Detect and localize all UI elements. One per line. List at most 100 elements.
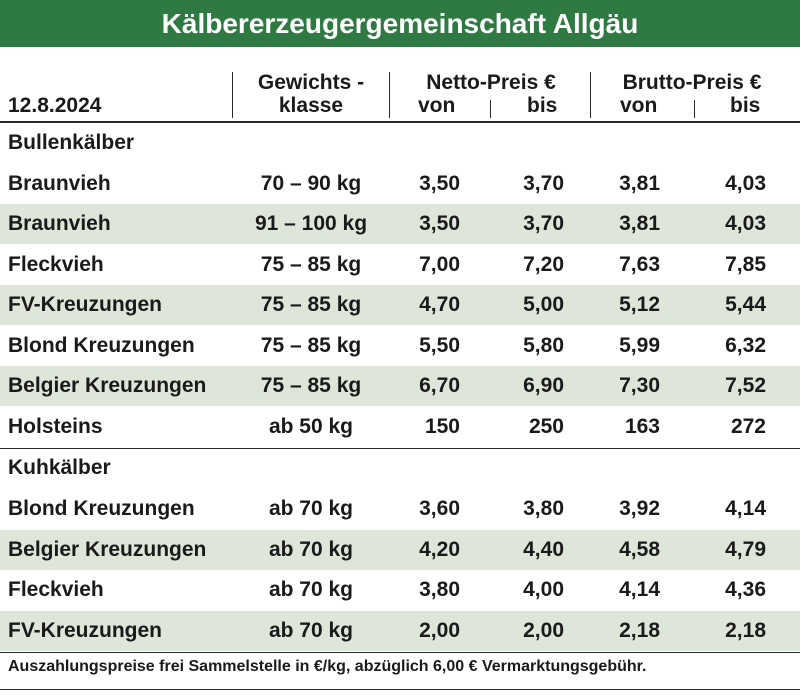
row-netto-bis: 250 <box>528 415 564 438</box>
row-netto-bis: 7,20 <box>523 253 564 276</box>
header-brutto-title: Brutto-Preis € <box>622 71 762 94</box>
row-weight: 75 – 85 kg <box>260 293 362 316</box>
row-name: Belgier Kreuzungen <box>8 374 207 397</box>
row-brutto-von: 7,30 <box>619 374 660 397</box>
row-brutto-bis: 4,14 <box>725 497 766 520</box>
row-netto-bis: 4,00 <box>523 578 564 601</box>
table-row: Holsteins ab 50 kg 150 250 163 272 <box>0 407 800 447</box>
table-row: Fleckvieh ab 70 kg 3,80 4,00 4,14 4,36 <box>0 570 800 610</box>
row-weight: ab 70 kg <box>268 497 354 520</box>
row-netto-von: 6,70 <box>419 374 460 397</box>
row-netto-bis: 2,00 <box>523 619 564 642</box>
row-netto-von: 7,00 <box>419 253 460 276</box>
row-name: FV-Kreuzungen <box>8 619 163 642</box>
row-brutto-von: 5,99 <box>619 334 660 357</box>
table-row: Belgier Kreuzungen ab 70 kg 4,20 4,40 4,… <box>0 530 800 570</box>
table-row: Fleckvieh 75 – 85 kg 7,00 7,20 7,63 7,85 <box>0 245 800 285</box>
row-name: Fleckvieh <box>8 253 104 276</box>
row-name: Belgier Kreuzungen <box>8 538 207 561</box>
row-netto-von: 5,50 <box>419 334 460 357</box>
row-weight: 91 – 100 kg <box>254 212 368 235</box>
table-row: Braunvieh 91 – 100 kg 3,50 3,70 3,81 4,0… <box>0 204 800 244</box>
row-brutto-bis: 4,79 <box>725 538 766 561</box>
row-weight: 75 – 85 kg <box>260 374 362 397</box>
header-divider-1 <box>232 72 233 118</box>
row-name: Fleckvieh <box>8 578 104 601</box>
table-title: Kälbererzeugergemeinschaft Allgäu <box>0 0 800 47</box>
row-netto-von: 3,60 <box>419 497 460 520</box>
header-date: 12.8.2024 <box>8 94 102 117</box>
table-row: Belgier Kreuzungen 75 – 85 kg 6,70 6,90 … <box>0 366 800 406</box>
header-weight-line1: Gewichts - <box>257 71 365 94</box>
row-brutto-von: 3,81 <box>619 212 660 235</box>
row-netto-von: 3,50 <box>419 172 460 195</box>
header-netto-von: von <box>418 94 456 117</box>
row-weight: ab 70 kg <box>268 578 354 601</box>
row-netto-bis: 5,00 <box>523 293 564 316</box>
row-name: Braunvieh <box>8 172 111 195</box>
row-brutto-von: 7,63 <box>619 253 660 276</box>
header-netto-title: Netto-Preis € <box>426 71 556 94</box>
row-netto-bis: 4,40 <box>523 538 564 561</box>
row-weight: 75 – 85 kg <box>260 253 362 276</box>
section-title-kuhkaelber: Kuhkälber <box>8 456 111 479</box>
row-brutto-bis: 7,52 <box>725 374 766 397</box>
row-brutto-von: 163 <box>624 415 660 438</box>
row-netto-bis: 3,70 <box>523 172 564 195</box>
row-netto-bis: 3,70 <box>523 212 564 235</box>
row-netto-von: 2,00 <box>419 619 460 642</box>
row-name: FV-Kreuzungen <box>8 293 163 316</box>
footer-rule <box>0 652 800 653</box>
table-row: Blond Kreuzungen ab 70 kg 3,60 3,80 3,92… <box>0 489 800 529</box>
row-name: Braunvieh <box>8 212 111 235</box>
table-row: Braunvieh 70 – 90 kg 3,50 3,70 3,81 4,03 <box>0 164 800 204</box>
row-brutto-bis: 2,18 <box>725 619 766 642</box>
header-weight-line2: klasse <box>278 94 344 117</box>
row-netto-bis: 5,80 <box>523 334 564 357</box>
row-netto-von: 4,70 <box>419 293 460 316</box>
row-brutto-von: 4,14 <box>619 578 660 601</box>
bottom-rule <box>0 689 800 690</box>
row-weight: 70 – 90 kg <box>260 172 362 195</box>
row-weight: ab 70 kg <box>268 538 354 561</box>
header-divider-2 <box>389 72 390 118</box>
row-brutto-bis: 7,85 <box>725 253 766 276</box>
header-divider-3 <box>490 100 491 118</box>
row-brutto-von: 3,92 <box>619 497 660 520</box>
row-name: Holsteins <box>8 415 103 438</box>
row-name: Blond Kreuzungen <box>8 497 195 520</box>
row-brutto-von: 2,18 <box>619 619 660 642</box>
section-divider <box>0 448 800 449</box>
header-divider-4 <box>590 72 591 118</box>
row-weight: 75 – 85 kg <box>260 334 362 357</box>
row-netto-von: 3,50 <box>419 212 460 235</box>
row-weight: ab 50 kg <box>268 415 354 438</box>
row-weight: ab 70 kg <box>268 619 354 642</box>
row-brutto-bis: 4,36 <box>725 578 766 601</box>
table-row: Blond Kreuzungen 75 – 85 kg 5,50 5,80 5,… <box>0 326 800 366</box>
row-brutto-bis: 4,03 <box>725 212 766 235</box>
row-brutto-bis: 4,03 <box>725 172 766 195</box>
section-title-bullenkaelber: Bullenkälber <box>8 131 135 154</box>
table-row: FV-Kreuzungen ab 70 kg 2,00 2,00 2,18 2,… <box>0 611 800 651</box>
header-brutto-bis: bis <box>730 94 761 117</box>
row-brutto-bis: 6,32 <box>725 334 766 357</box>
header-rule <box>0 121 800 123</box>
table-row: FV-Kreuzungen 75 – 85 kg 4,70 5,00 5,12 … <box>0 285 800 325</box>
row-netto-von: 4,20 <box>419 538 460 561</box>
row-netto-von: 3,80 <box>419 578 460 601</box>
row-netto-bis: 6,90 <box>523 374 564 397</box>
row-brutto-von: 4,58 <box>619 538 660 561</box>
footnote: Auszahlungspreise frei Sammelstelle in €… <box>8 658 647 675</box>
row-brutto-bis: 5,44 <box>725 293 766 316</box>
row-brutto-bis: 272 <box>730 415 766 438</box>
header-brutto-von: von <box>620 94 658 117</box>
row-brutto-von: 3,81 <box>619 172 660 195</box>
row-brutto-von: 5,12 <box>619 293 660 316</box>
row-netto-von: 150 <box>424 415 460 438</box>
row-name: Blond Kreuzungen <box>8 334 195 357</box>
header-netto-bis: bis <box>527 94 558 117</box>
header-divider-5 <box>694 100 695 118</box>
row-netto-bis: 3,80 <box>523 497 564 520</box>
